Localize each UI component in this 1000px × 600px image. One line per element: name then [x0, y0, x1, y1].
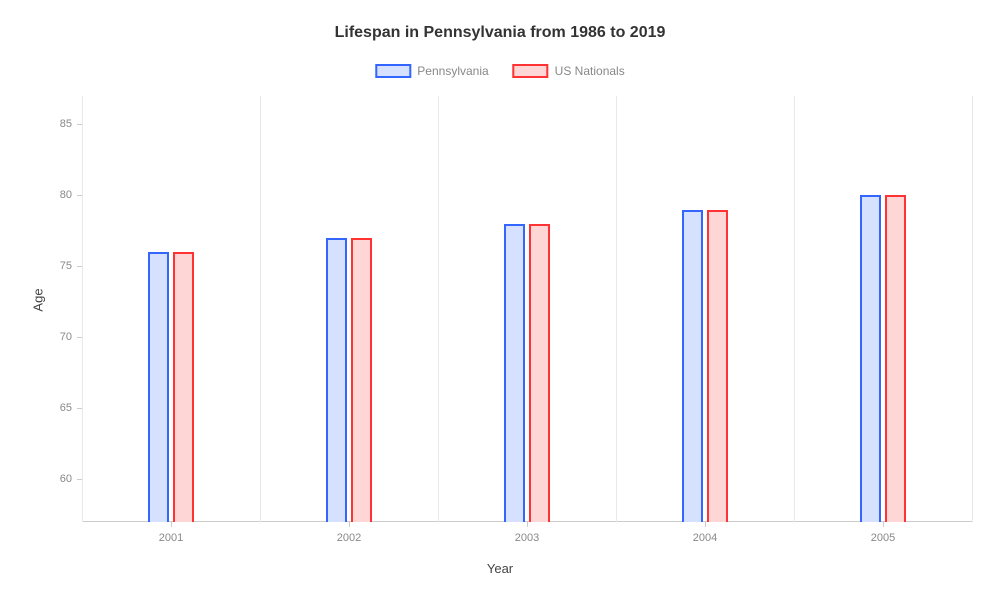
x-tick-label: 2004: [693, 532, 717, 544]
y-tick-label: 65: [60, 402, 72, 414]
y-tick-label: 80: [60, 189, 72, 201]
bar-pennsylvania: [148, 252, 169, 522]
x-tick-label: 2001: [159, 532, 183, 544]
legend-label: Pennsylvania: [417, 64, 488, 78]
x-tick-label: 2005: [871, 532, 895, 544]
x-tick-mark: [883, 522, 884, 527]
chart-container: Lifespan in Pennsylvania from 1986 to 20…: [0, 0, 1000, 600]
bar-pennsylvania: [682, 210, 703, 522]
x-tick-mark: [349, 522, 350, 527]
bar-us-nationals: [351, 238, 372, 522]
x-tick-label: 2002: [337, 532, 361, 544]
bar-us-nationals: [529, 224, 550, 522]
x-axis-label: Year: [487, 561, 513, 576]
x-tick-label: 2003: [515, 532, 539, 544]
legend-swatch-us-nationals: [513, 64, 549, 78]
bar-pennsylvania: [326, 238, 347, 522]
y-tick-label: 85: [60, 118, 72, 130]
y-tick-label: 60: [60, 473, 72, 485]
grid-line: [616, 96, 617, 522]
grid-line: [438, 96, 439, 522]
legend-swatch-pennsylvania: [375, 64, 411, 78]
y-tick-label: 75: [60, 260, 72, 272]
x-tick-mark: [705, 522, 706, 527]
y-axis-label: Age: [31, 288, 46, 311]
bar-pennsylvania: [860, 195, 881, 522]
legend-label: US Nationals: [555, 64, 625, 78]
x-tick-mark: [527, 522, 528, 527]
chart-title: Lifespan in Pennsylvania from 1986 to 20…: [335, 24, 666, 42]
legend-item-pennsylvania: Pennsylvania: [375, 64, 488, 78]
legend: Pennsylvania US Nationals: [375, 64, 624, 78]
legend-item-us-nationals: US Nationals: [513, 64, 625, 78]
grid-line: [82, 96, 83, 522]
y-tick-label: 70: [60, 331, 72, 343]
plot-area: 60657075808520012002200320042005: [82, 96, 972, 522]
bar-us-nationals: [707, 210, 728, 522]
grid-line: [794, 96, 795, 522]
bar-pennsylvania: [504, 224, 525, 522]
x-tick-mark: [171, 522, 172, 527]
grid-line: [972, 96, 973, 522]
bar-us-nationals: [173, 252, 194, 522]
grid-line: [260, 96, 261, 522]
bar-us-nationals: [885, 195, 906, 522]
